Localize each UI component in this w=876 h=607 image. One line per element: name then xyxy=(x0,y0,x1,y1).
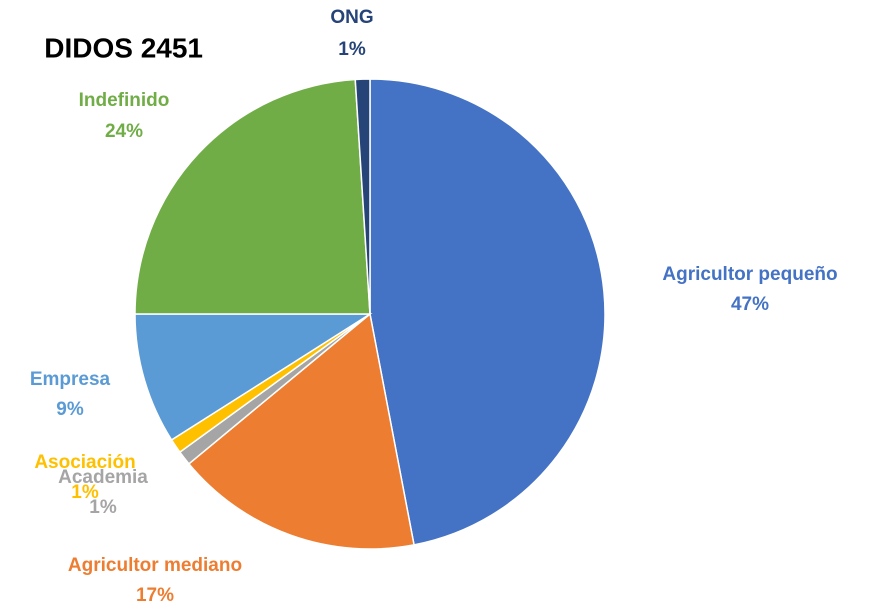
chart-title: DIDOS 2451 xyxy=(44,32,203,63)
pie-slice xyxy=(354,78,371,315)
pie-slice xyxy=(369,78,606,546)
slice-label-value: 9% xyxy=(56,399,84,420)
slice-label-value: 1% xyxy=(338,39,366,60)
slice-label-value: 17% xyxy=(136,585,174,606)
slice-label-name: Indefinido xyxy=(79,90,170,111)
pie-slice xyxy=(187,312,415,550)
slice-label-value: 47% xyxy=(731,294,769,315)
pie-slice xyxy=(134,313,373,441)
slice-label-name: Agricultor pequeño xyxy=(662,264,837,285)
slice-label-name: Agricultor mediano xyxy=(68,555,242,576)
slice-label-name: Asociación xyxy=(34,452,135,473)
slice-label-value: 1% xyxy=(89,497,117,518)
slice-label-value: 1% xyxy=(71,482,99,503)
slice-label-name: Empresa xyxy=(30,369,111,390)
slice-label-name: ONG xyxy=(330,7,373,28)
pie-slice xyxy=(134,78,371,315)
slice-label-name: Academia xyxy=(58,467,148,488)
slice-label-value: 24% xyxy=(105,121,143,142)
